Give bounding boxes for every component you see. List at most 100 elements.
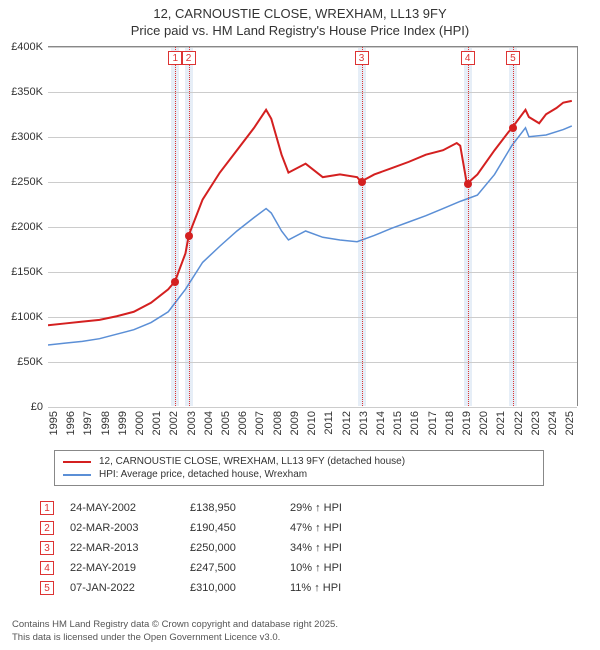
legend-item: HPI: Average price, detached house, Wrex… xyxy=(63,468,535,481)
sale-num: 4 xyxy=(32,558,62,578)
x-axis-label: 2016 xyxy=(409,411,421,435)
x-axis-label: 1998 xyxy=(100,411,112,435)
sale-point-dot xyxy=(464,180,472,188)
footer-line2: This data is licensed under the Open Gov… xyxy=(12,632,280,643)
x-axis-label: 2025 xyxy=(564,411,576,435)
sale-price: £250,000 xyxy=(182,538,282,558)
table-row: 124-MAY-2002£138,95029% ↑ HPI xyxy=(32,498,382,518)
sale-point-dot xyxy=(358,178,366,186)
sale-delta: 29% ↑ HPI xyxy=(282,498,382,518)
legend: 12, CARNOUSTIE CLOSE, WREXHAM, LL13 9FY … xyxy=(54,450,544,486)
sale-marker-number: 2 xyxy=(182,51,196,65)
sale-delta: 47% ↑ HPI xyxy=(282,518,382,538)
legend-swatch xyxy=(63,461,91,463)
sale-num: 2 xyxy=(32,518,62,538)
y-axis-label: £200K xyxy=(11,221,43,233)
x-axis-label: 2000 xyxy=(134,411,146,435)
table-row: 322-MAR-2013£250,00034% ↑ HPI xyxy=(32,538,382,558)
sale-point-dot xyxy=(171,278,179,286)
sale-price: £138,950 xyxy=(182,498,282,518)
x-axis-label: 2006 xyxy=(237,411,249,435)
x-axis-label: 2013 xyxy=(358,411,370,435)
x-axis-label: 2020 xyxy=(478,411,490,435)
x-axis-label: 1999 xyxy=(117,411,129,435)
x-axis-label: 1997 xyxy=(82,411,94,435)
sale-num: 1 xyxy=(32,498,62,518)
sale-marker-number: 1 xyxy=(168,51,182,65)
sale-marker-line xyxy=(513,47,514,406)
x-axis-label: 1995 xyxy=(48,411,60,435)
table-row: 507-JAN-2022£310,00011% ↑ HPI xyxy=(32,578,382,598)
sale-delta: 11% ↑ HPI xyxy=(282,578,382,598)
sale-date: 07-JAN-2022 xyxy=(62,578,182,598)
x-axis-label: 2008 xyxy=(272,411,284,435)
title-line2: Price paid vs. HM Land Registry's House … xyxy=(131,23,469,38)
legend-swatch xyxy=(63,474,91,476)
sale-date: 22-MAY-2019 xyxy=(62,558,182,578)
y-axis-label: £300K xyxy=(11,131,43,143)
title-line1: 12, CARNOUSTIE CLOSE, WREXHAM, LL13 9FY xyxy=(153,6,446,21)
x-axis-label: 2004 xyxy=(203,411,215,435)
chart-container: 12, CARNOUSTIE CLOSE, WREXHAM, LL13 9FY … xyxy=(0,0,600,650)
sale-price: £310,000 xyxy=(182,578,282,598)
x-axis-label: 2009 xyxy=(289,411,301,435)
sale-marker-number: 3 xyxy=(355,51,369,65)
x-axis-label: 2014 xyxy=(375,411,387,435)
x-axis-label: 2003 xyxy=(186,411,198,435)
series-lines xyxy=(48,47,577,406)
sale-date: 24-MAY-2002 xyxy=(62,498,182,518)
sale-marker-number: 5 xyxy=(506,51,520,65)
footer-line1: Contains HM Land Registry data © Crown c… xyxy=(12,619,338,630)
x-axis-label: 2017 xyxy=(427,411,439,435)
sale-date: 02-MAR-2003 xyxy=(62,518,182,538)
sale-delta: 34% ↑ HPI xyxy=(282,538,382,558)
series-property xyxy=(48,101,572,325)
sale-delta: 10% ↑ HPI xyxy=(282,558,382,578)
table-row: 422-MAY-2019£247,50010% ↑ HPI xyxy=(32,558,382,578)
x-axis-label: 2007 xyxy=(254,411,266,435)
y-axis-label: £350K xyxy=(11,86,43,98)
y-axis-label: £150K xyxy=(11,266,43,278)
y-axis-label: £50K xyxy=(17,356,43,368)
x-axis-label: 2019 xyxy=(461,411,473,435)
gridline-h xyxy=(48,407,577,408)
x-axis-label: 2023 xyxy=(530,411,542,435)
chart-title: 12, CARNOUSTIE CLOSE, WREXHAM, LL13 9FY … xyxy=(0,0,600,42)
x-axis-label: 2015 xyxy=(392,411,404,435)
sale-price: £190,450 xyxy=(182,518,282,538)
y-axis-label: £100K xyxy=(11,311,43,323)
sale-point-dot xyxy=(185,232,193,240)
sale-date: 22-MAR-2013 xyxy=(62,538,182,558)
legend-label: 12, CARNOUSTIE CLOSE, WREXHAM, LL13 9FY … xyxy=(99,456,405,467)
x-axis-label: 2002 xyxy=(168,411,180,435)
x-axis-label: 2021 xyxy=(495,411,507,435)
x-axis-label: 2022 xyxy=(513,411,525,435)
y-axis-label: £400K xyxy=(11,41,43,53)
x-axis-label: 2018 xyxy=(444,411,456,435)
legend-label: HPI: Average price, detached house, Wrex… xyxy=(99,469,307,480)
x-axis-label: 2011 xyxy=(323,411,335,435)
sale-marker-number: 4 xyxy=(461,51,475,65)
sales-table: 124-MAY-2002£138,95029% ↑ HPI202-MAR-200… xyxy=(32,498,382,598)
footer-attribution: Contains HM Land Registry data © Crown c… xyxy=(12,619,338,644)
x-axis-label: 2024 xyxy=(547,411,559,435)
sale-num: 5 xyxy=(32,578,62,598)
sale-point-dot xyxy=(509,124,517,132)
x-axis-label: 1996 xyxy=(65,411,77,435)
plot-area: 12345 £0£50K£100K£150K£200K£250K£300K£35… xyxy=(48,46,578,406)
y-axis-label: £0 xyxy=(31,401,43,413)
sale-marker-line xyxy=(189,47,190,406)
table-row: 202-MAR-2003£190,45047% ↑ HPI xyxy=(32,518,382,538)
sale-marker-line xyxy=(175,47,176,406)
x-axis-label: 2005 xyxy=(220,411,232,435)
legend-item: 12, CARNOUSTIE CLOSE, WREXHAM, LL13 9FY … xyxy=(63,455,535,468)
sale-price: £247,500 xyxy=(182,558,282,578)
x-axis-label: 2012 xyxy=(341,411,353,435)
x-axis-label: 2001 xyxy=(151,411,163,435)
y-axis-label: £250K xyxy=(11,176,43,188)
sale-num: 3 xyxy=(32,538,62,558)
sale-marker-line xyxy=(468,47,469,406)
sale-marker-line xyxy=(362,47,363,406)
x-axis-label: 2010 xyxy=(306,411,318,435)
series-hpi xyxy=(48,126,572,345)
